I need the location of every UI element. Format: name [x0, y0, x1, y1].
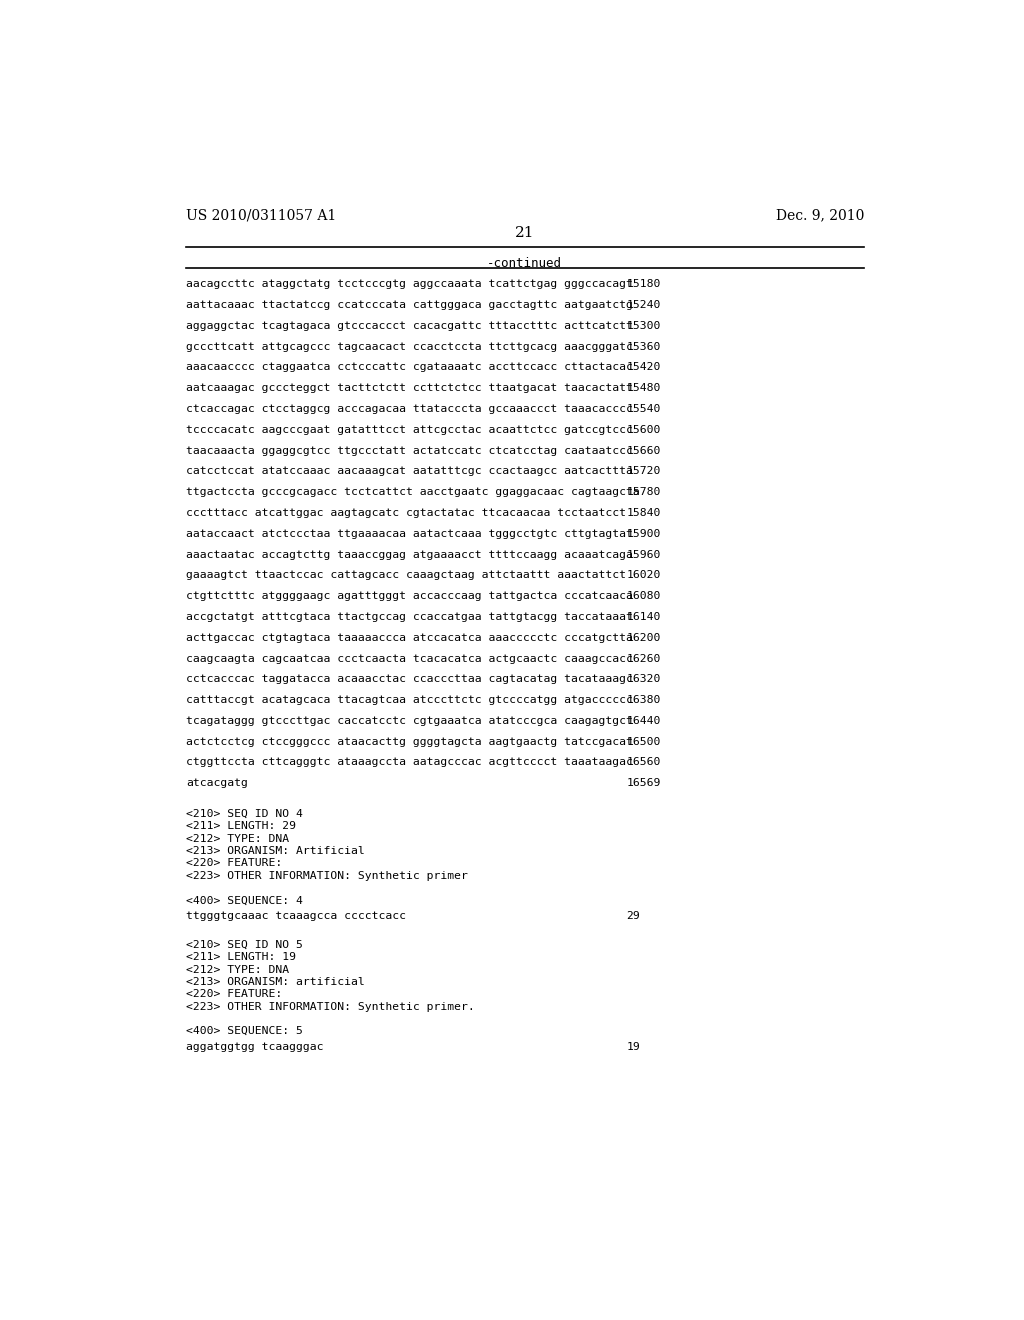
Text: <211> LENGTH: 19: <211> LENGTH: 19	[186, 952, 296, 962]
Text: US 2010/0311057 A1: US 2010/0311057 A1	[186, 209, 336, 223]
Text: 15780: 15780	[627, 487, 660, 498]
Text: acttgaccac ctgtagtaca taaaaaccca atccacatca aaaccccctc cccatgctta: acttgaccac ctgtagtaca taaaaaccca atccaca…	[186, 632, 633, 643]
Text: aggatggtgg tcaagggac: aggatggtgg tcaagggac	[186, 1041, 324, 1052]
Text: <213> ORGANISM: artificial: <213> ORGANISM: artificial	[186, 977, 365, 987]
Text: <223> OTHER INFORMATION: Synthetic primer.: <223> OTHER INFORMATION: Synthetic prime…	[186, 1002, 475, 1011]
Text: ccctttacc atcattggac aagtagcatc cgtactatac ttcacaacaa tcctaatcct: ccctttacc atcattggac aagtagcatc cgtactat…	[186, 508, 626, 517]
Text: 15960: 15960	[627, 549, 660, 560]
Text: <220> FEATURE:: <220> FEATURE:	[186, 858, 283, 869]
Text: <220> FEATURE:: <220> FEATURE:	[186, 989, 283, 999]
Text: tcagataggg gtcccttgac caccatcctc cgtgaaatca atatcccgca caagagtgct: tcagataggg gtcccttgac caccatcctc cgtgaaa…	[186, 715, 633, 726]
Text: 15600: 15600	[627, 425, 660, 434]
Text: ttgactccta gcccgcagacc tcctcattct aacctgaatc ggaggacaac cagtaagcta: ttgactccta gcccgcagacc tcctcattct aacctg…	[186, 487, 640, 498]
Text: Dec. 9, 2010: Dec. 9, 2010	[776, 209, 864, 223]
Text: aacagccttc ataggctatg tcctcccgtg aggccaaata tcattctgag gggccacagt: aacagccttc ataggctatg tcctcccgtg aggccaa…	[186, 280, 633, 289]
Text: aaacaacccc ctaggaatca cctcccattc cgataaaatc accttccacc cttactacac: aaacaacccc ctaggaatca cctcccattc cgataaa…	[186, 363, 633, 372]
Text: <210> SEQ ID NO 5: <210> SEQ ID NO 5	[186, 940, 303, 950]
Text: 16260: 16260	[627, 653, 660, 664]
Text: <223> OTHER INFORMATION: Synthetic primer: <223> OTHER INFORMATION: Synthetic prime…	[186, 871, 468, 880]
Text: 15300: 15300	[627, 321, 660, 331]
Text: 19: 19	[627, 1041, 640, 1052]
Text: ttgggtgcaaac tcaaagcca cccctcacc: ttgggtgcaaac tcaaagcca cccctcacc	[186, 911, 407, 920]
Text: aaactaatac accagtcttg taaaccggag atgaaaacct ttttccaagg acaaatcaga: aaactaatac accagtcttg taaaccggag atgaaaa…	[186, 549, 633, 560]
Text: 15660: 15660	[627, 446, 660, 455]
Text: accgctatgt atttcgtaca ttactgccag ccaccatgaa tattgtacgg taccataaat: accgctatgt atttcgtaca ttactgccag ccaccat…	[186, 612, 633, 622]
Text: 21: 21	[515, 226, 535, 240]
Text: <212> TYPE: DNA: <212> TYPE: DNA	[186, 834, 289, 843]
Text: 16140: 16140	[627, 612, 660, 622]
Text: <211> LENGTH: 29: <211> LENGTH: 29	[186, 821, 296, 832]
Text: gcccttcatt attgcagccc tagcaacact ccacctccta ttcttgcacg aaacgggatc: gcccttcatt attgcagccc tagcaacact ccacctc…	[186, 342, 633, 351]
Text: 16569: 16569	[627, 779, 660, 788]
Text: <213> ORGANISM: Artificial: <213> ORGANISM: Artificial	[186, 846, 365, 855]
Text: aattacaaac ttactatccg ccatcccata cattgggaca gacctagttc aatgaatctg: aattacaaac ttactatccg ccatcccata cattggg…	[186, 300, 633, 310]
Text: ctggttccta cttcagggtc ataaagccta aatagcccac acgttcccct taaataagac: ctggttccta cttcagggtc ataaagccta aatagcc…	[186, 758, 633, 767]
Text: gaaaagtct ttaactccac cattagcacc caaagctaag attctaattt aaactattct: gaaaagtct ttaactccac cattagcacc caaagcta…	[186, 570, 626, 581]
Text: ctcaccagac ctcctaggcg acccagacaa ttatacccta gccaaaccct taaacacccc: ctcaccagac ctcctaggcg acccagacaa ttatacc…	[186, 404, 633, 414]
Text: taacaaacta ggaggcgtcc ttgccctatt actatccatc ctcatcctag caataatccc: taacaaacta ggaggcgtcc ttgccctatt actatcc…	[186, 446, 633, 455]
Text: <210> SEQ ID NO 4: <210> SEQ ID NO 4	[186, 809, 303, 818]
Text: 16200: 16200	[627, 632, 660, 643]
Text: actctcctcg ctccgggccc ataacacttg ggggtagcta aagtgaactg tatccgacat: actctcctcg ctccgggccc ataacacttg ggggtag…	[186, 737, 633, 747]
Text: 16560: 16560	[627, 758, 660, 767]
Text: caagcaagta cagcaatcaa ccctcaacta tcacacatca actgcaactc caaagccacc: caagcaagta cagcaatcaa ccctcaacta tcacaca…	[186, 653, 633, 664]
Text: 15480: 15480	[627, 383, 660, 393]
Text: <400> SEQUENCE: 4: <400> SEQUENCE: 4	[186, 895, 303, 906]
Text: 15360: 15360	[627, 342, 660, 351]
Text: 15720: 15720	[627, 466, 660, 477]
Text: cctcacccac taggatacca acaaacctac ccacccttaa cagtacatag tacataaagc: cctcacccac taggatacca acaaacctac ccaccct…	[186, 675, 633, 684]
Text: atcacgatg: atcacgatg	[186, 779, 248, 788]
Text: 15540: 15540	[627, 404, 660, 414]
Text: 15900: 15900	[627, 529, 660, 539]
Text: 16320: 16320	[627, 675, 660, 684]
Text: 15420: 15420	[627, 363, 660, 372]
Text: 15180: 15180	[627, 280, 660, 289]
Text: <212> TYPE: DNA: <212> TYPE: DNA	[186, 965, 289, 974]
Text: aataccaact atctccctaa ttgaaaacaa aatactcaaa tgggcctgtc cttgtagtat: aataccaact atctccctaa ttgaaaacaa aatactc…	[186, 529, 633, 539]
Text: 29: 29	[627, 911, 640, 920]
Text: 15840: 15840	[627, 508, 660, 517]
Text: <400> SEQUENCE: 5: <400> SEQUENCE: 5	[186, 1026, 303, 1036]
Text: -continued: -continued	[487, 257, 562, 271]
Text: 16380: 16380	[627, 696, 660, 705]
Text: 15240: 15240	[627, 300, 660, 310]
Text: 16020: 16020	[627, 570, 660, 581]
Text: aggaggctac tcagtagaca gtcccaccct cacacgattc tttacctttc acttcatctt: aggaggctac tcagtagaca gtcccaccct cacacga…	[186, 321, 633, 331]
Text: catttaccgt acatagcaca ttacagtcaa atcccttctc gtccccatgg atgacccccc: catttaccgt acatagcaca ttacagtcaa atccctt…	[186, 696, 633, 705]
Text: 16080: 16080	[627, 591, 660, 601]
Text: tccccacatc aagcccgaat gatatttcct attcgcctac acaattctcc gatccgtccc: tccccacatc aagcccgaat gatatttcct attcgcc…	[186, 425, 633, 434]
Text: catcctccat atatccaaac aacaaagcat aatatttcgc ccactaagcc aatcacttta: catcctccat atatccaaac aacaaagcat aatattt…	[186, 466, 633, 477]
Text: 16440: 16440	[627, 715, 660, 726]
Text: ctgttctttc atggggaagc agatttgggt accacccaag tattgactca cccatcaaca: ctgttctttc atggggaagc agatttgggt accaccc…	[186, 591, 633, 601]
Text: aatcaaagac gcccteggct tacttctctt ccttctctcc ttaatgacat taacactatt: aatcaaagac gcccteggct tacttctctt ccttctc…	[186, 383, 633, 393]
Text: 16500: 16500	[627, 737, 660, 747]
